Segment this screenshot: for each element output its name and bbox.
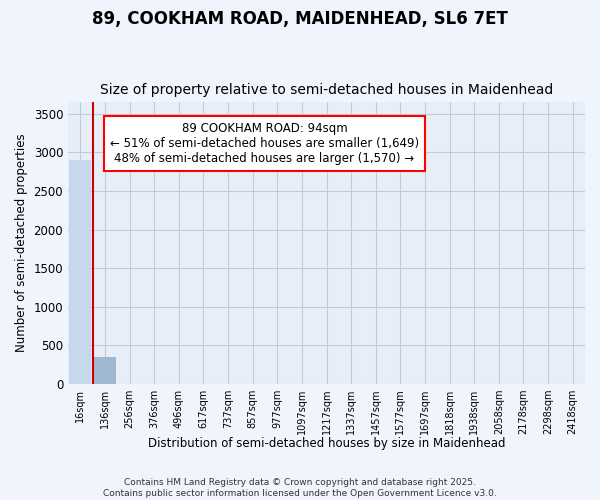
Text: 89, COOKHAM ROAD, MAIDENHEAD, SL6 7ET: 89, COOKHAM ROAD, MAIDENHEAD, SL6 7ET (92, 10, 508, 28)
Bar (94, 357, 116, 384)
X-axis label: Distribution of semi-detached houses by size in Maidenhead: Distribution of semi-detached houses by … (148, 437, 505, 450)
Y-axis label: Number of semi-detached properties: Number of semi-detached properties (15, 134, 28, 352)
Text: 89 COOKHAM ROAD: 94sqm
← 51% of semi-detached houses are smaller (1,649)
48% of : 89 COOKHAM ROAD: 94sqm ← 51% of semi-det… (110, 122, 419, 165)
Bar (69, 160, 91, 384)
Text: Contains HM Land Registry data © Crown copyright and database right 2025.
Contai: Contains HM Land Registry data © Crown c… (103, 478, 497, 498)
Title: Size of property relative to semi-detached houses in Maidenhead: Size of property relative to semi-detach… (100, 83, 553, 97)
